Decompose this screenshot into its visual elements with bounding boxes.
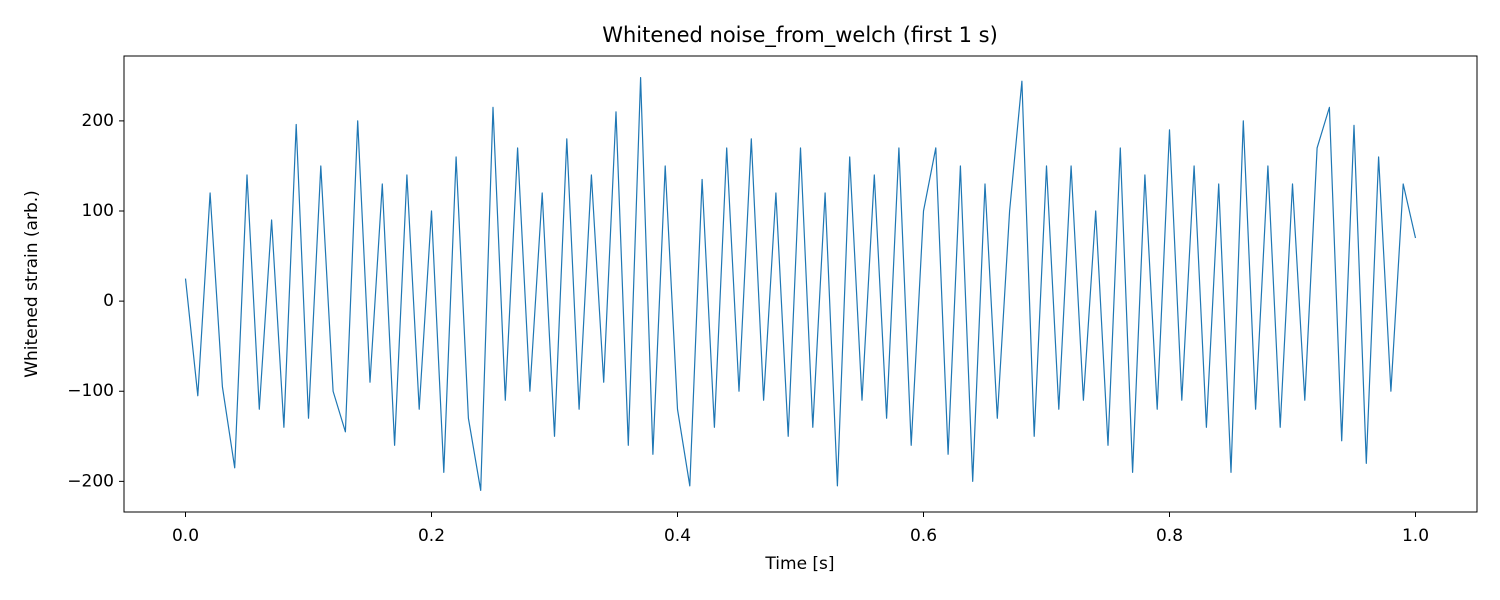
chart-title: Whitened noise_from_welch (first 1 s): [602, 23, 998, 48]
y-tick-label: −200: [67, 471, 114, 491]
x-tick-label: 0.6: [910, 526, 937, 546]
x-tick-label: 0.2: [418, 526, 445, 546]
x-axis-label: Time [s]: [764, 554, 834, 574]
x-tick-label: 0.8: [1156, 526, 1183, 546]
plot-frame: [123, 55, 1478, 513]
y-tick-label: 100: [82, 201, 114, 221]
y-tick-label: 0: [103, 291, 114, 311]
x-tick-label: 0.0: [172, 526, 199, 546]
y-axis-label: Whitened strain (arb.): [22, 190, 42, 378]
x-tick-label: 0.4: [664, 526, 691, 546]
y-tick-label: 200: [82, 111, 114, 131]
y-tick-label: −100: [67, 381, 114, 401]
data-line: [184, 77, 1417, 491]
x-tick-label: 1.0: [1402, 526, 1429, 546]
